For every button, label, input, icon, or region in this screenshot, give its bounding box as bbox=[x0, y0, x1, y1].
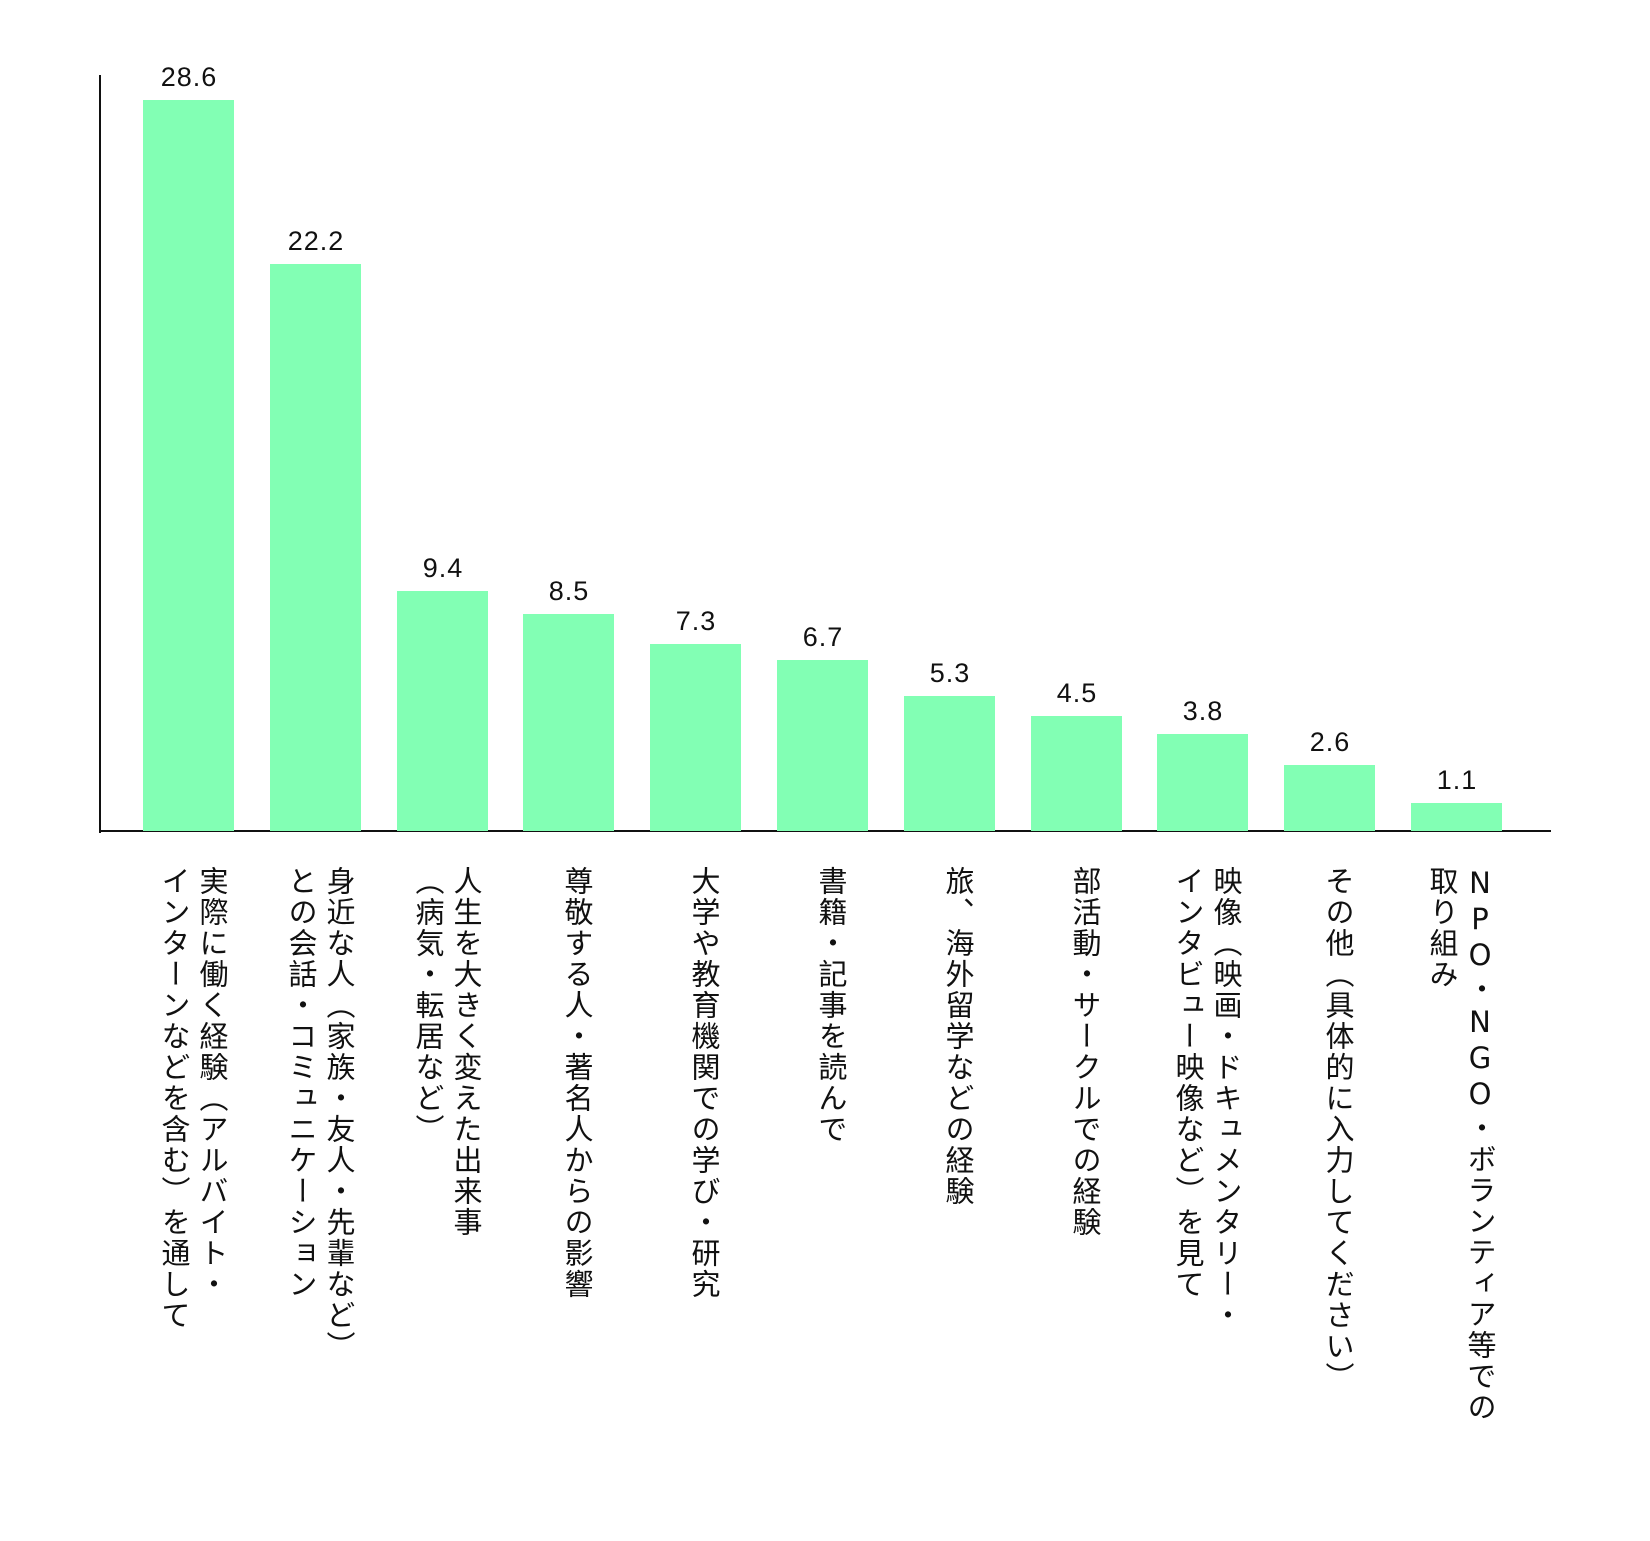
bar-value-label: 28.6 bbox=[160, 62, 218, 92]
bar-value-label: 5.3 bbox=[929, 658, 971, 688]
bar bbox=[523, 614, 614, 831]
category-label: その他（具体的に入力してください） bbox=[1321, 866, 1355, 1393]
category-label: 部活動・サークルでの経験 bbox=[1068, 866, 1102, 1238]
category-label: NPO・NGO・ボランティア等での 取り組み bbox=[1425, 866, 1497, 1423]
bar bbox=[1157, 734, 1248, 831]
bar-value-label: 6.7 bbox=[802, 622, 844, 652]
bar-value-label: 8.5 bbox=[548, 576, 590, 606]
category-label: 書籍・記事を読んで bbox=[814, 866, 848, 1145]
bar bbox=[777, 660, 868, 831]
category-label: 人生を大きく変えた出来事 （病気・転居など） bbox=[411, 866, 483, 1238]
category-label: 身近な人（家族・友人・先輩など） との会話・コミュニケーション bbox=[284, 866, 356, 1362]
bar-value-label: 3.8 bbox=[1182, 696, 1224, 726]
category-label: 尊敬する人・著名人からの影響 bbox=[560, 866, 594, 1300]
bar bbox=[904, 696, 995, 831]
bar bbox=[1411, 803, 1502, 831]
bar-value-label: 22.2 bbox=[287, 226, 345, 256]
bar-value-label: 2.6 bbox=[1309, 727, 1351, 757]
bar bbox=[1031, 716, 1122, 831]
bar-value-label: 4.5 bbox=[1056, 678, 1098, 708]
category-label: 映像（映画・ドキュメンタリー・ インタビュー映像など）を見て bbox=[1171, 866, 1243, 1331]
category-label: 旅、海外留学などの経験 bbox=[941, 866, 975, 1207]
bar-value-label: 9.4 bbox=[422, 553, 464, 583]
bar bbox=[650, 644, 741, 831]
bar-value-label: 1.1 bbox=[1436, 765, 1478, 795]
category-label: 実際に働く経験（アルバイト・ インターンなどを含む）を通して bbox=[157, 866, 229, 1331]
bar bbox=[1284, 765, 1375, 831]
bar-value-label: 7.3 bbox=[675, 606, 717, 636]
y-axis-line bbox=[99, 75, 101, 833]
category-label: 大学や教育機関での学び・研究 bbox=[687, 866, 721, 1300]
x-axis-line bbox=[99, 830, 1551, 832]
bar bbox=[270, 264, 361, 831]
bar bbox=[143, 100, 234, 831]
bar bbox=[397, 591, 488, 831]
